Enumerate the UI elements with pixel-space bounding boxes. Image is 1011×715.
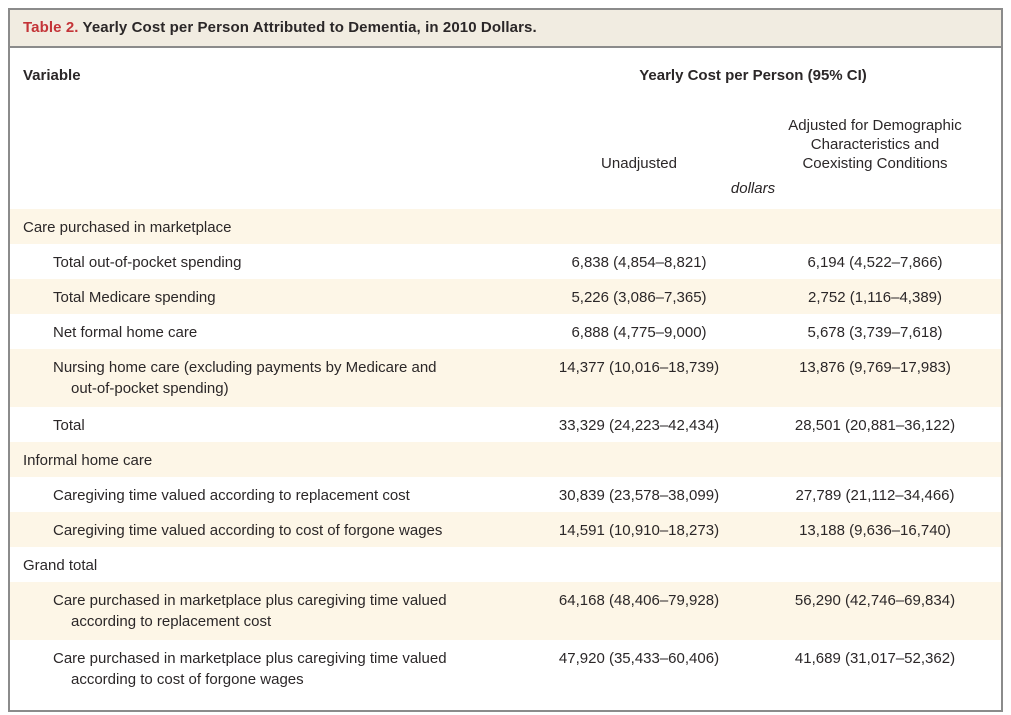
row-label: Care purchased in marketplace	[23, 219, 232, 236]
table-row: Nursing home care (excluding payments by…	[10, 349, 1001, 407]
adjusted-value: 41,689 (31,017–52,362)	[794, 650, 956, 667]
row-label: Informal home care	[23, 452, 153, 469]
adjusted-value: 2,752 (1,116–4,389)	[808, 289, 942, 306]
row-label: Caregiving time valued according to repl…	[53, 487, 410, 504]
table-title-bar: Table 2. Yearly Cost per Person Attribut…	[10, 10, 1001, 48]
table-body: Care purchased in marketplace Total out-…	[10, 209, 1001, 710]
adjusted-value: 13,876 (9,769–17,983)	[799, 359, 951, 376]
column-header-unadjusted: Unadjusted	[601, 155, 677, 172]
row-label: Net formal home care	[53, 324, 198, 341]
row-label: Care purchased in marketplace plus careg…	[53, 592, 447, 630]
row-label: Total Medicare spending	[53, 289, 216, 306]
table-row: Grand total	[10, 547, 1001, 582]
table-row: Care purchased in marketplace plus careg…	[10, 582, 1001, 640]
table-row: Net formal home care 6,888 (4,775–9,000)…	[10, 314, 1001, 349]
unadjusted-value: 14,591 (10,910–18,273)	[558, 522, 720, 539]
table-title: Yearly Cost per Person Attributed to Dem…	[78, 19, 537, 36]
row-label: Grand total	[23, 557, 98, 574]
unadjusted-value: 30,839 (23,578–38,099)	[558, 487, 720, 504]
table-header: Variable Yearly Cost per Person (95% CI)…	[10, 48, 1001, 209]
unadjusted-value: 14,377 (10,016–18,739)	[558, 359, 720, 376]
column-group-header: Yearly Cost per Person (95% CI)	[639, 67, 867, 84]
table-number-label: Table 2.	[23, 19, 79, 36]
unadjusted-value: 64,168 (48,406–79,928)	[558, 592, 720, 609]
row-label: Nursing home care (excluding payments by…	[53, 359, 437, 397]
column-header-adjusted: Adjusted for Demographic Characteristics…	[788, 117, 962, 172]
table-row: Informal home care	[10, 442, 1001, 477]
row-label: Total	[53, 417, 85, 434]
unadjusted-value: 6,838 (4,854–8,821)	[571, 254, 707, 271]
unadjusted-value: 5,226 (3,086–7,365)	[571, 289, 707, 306]
table-row: Total Medicare spending 5,226 (3,086–7,3…	[10, 279, 1001, 314]
table-row: Care purchased in marketplace	[10, 209, 1001, 244]
table-row: Total out-of-pocket spending 6,838 (4,85…	[10, 244, 1001, 279]
adjusted-value: 6,194 (4,522–7,866)	[807, 254, 943, 271]
adjusted-value: 5,678 (3,739–7,618)	[807, 324, 943, 341]
unit-label: dollars	[730, 180, 776, 197]
table-row: Caregiving time valued according to repl…	[10, 477, 1001, 512]
table: Table 2. Yearly Cost per Person Attribut…	[8, 8, 1003, 712]
unadjusted-value: 33,329 (24,223–42,434)	[558, 417, 720, 434]
adjusted-value: 28,501 (20,881–36,122)	[794, 417, 956, 434]
row-label: Care purchased in marketplace plus careg…	[53, 650, 447, 688]
table-row: Care purchased in marketplace plus careg…	[10, 640, 1001, 710]
row-label: Caregiving time valued according to cost…	[53, 522, 443, 539]
table-row: Caregiving time valued according to cost…	[10, 512, 1001, 547]
column-header-variable: Variable	[23, 67, 81, 84]
adjusted-value: 13,188 (9,636–16,740)	[799, 522, 951, 539]
adjusted-value: 27,789 (21,112–34,466)	[795, 487, 955, 504]
table-row: Total 33,329 (24,223–42,434) 28,501 (20,…	[10, 407, 1001, 442]
row-label: Total out-of-pocket spending	[53, 254, 242, 271]
unadjusted-value: 47,920 (35,433–60,406)	[558, 650, 720, 667]
unadjusted-value: 6,888 (4,775–9,000)	[571, 324, 707, 341]
adjusted-value: 56,290 (42,746–69,834)	[794, 592, 956, 609]
